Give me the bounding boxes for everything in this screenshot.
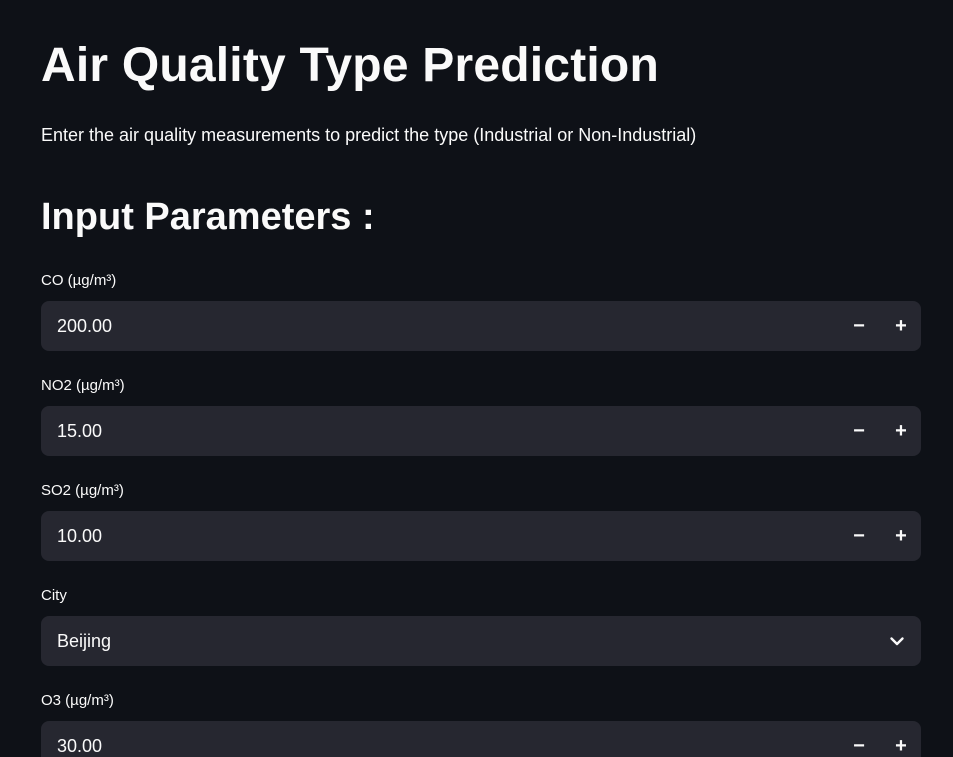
- city-select[interactable]: Beijing: [41, 616, 921, 666]
- chevron-down-icon[interactable]: [887, 631, 907, 651]
- o3-field: O3 (µg/m³) 30.00 − +: [41, 691, 921, 757]
- o3-value[interactable]: 30.00: [57, 736, 103, 756]
- o3-label: O3 (µg/m³): [41, 692, 114, 709]
- co-increment-button[interactable]: +: [895, 315, 907, 337]
- no2-label: NO2 (µg/m³): [41, 377, 125, 394]
- so2-increment-button[interactable]: +: [895, 525, 907, 547]
- co-field: CO (µg/m³) 200.00 − +: [41, 271, 921, 351]
- no2-number-input[interactable]: 15.00 − +: [41, 406, 921, 456]
- o3-decrement-button[interactable]: −: [853, 735, 865, 757]
- section-heading: Input Parameters :: [41, 196, 375, 238]
- co-number-input[interactable]: 200.00 − +: [41, 301, 921, 351]
- page-title: Air Quality Type Prediction: [41, 39, 659, 92]
- page-subtitle: Enter the air quality measurements to pr…: [41, 125, 697, 145]
- so2-field: SO2 (µg/m³) 10.00 − +: [41, 481, 921, 561]
- co-decrement-button[interactable]: −: [853, 315, 865, 337]
- no2-field: NO2 (µg/m³) 15.00 − +: [41, 376, 921, 456]
- co-label: CO (µg/m³): [41, 272, 117, 289]
- city-label: City: [41, 587, 67, 604]
- o3-increment-button[interactable]: +: [895, 735, 907, 757]
- no2-decrement-button[interactable]: −: [853, 420, 865, 442]
- so2-number-input[interactable]: 10.00 − +: [41, 511, 921, 561]
- city-value[interactable]: Beijing: [57, 631, 112, 651]
- o3-number-input[interactable]: 30.00 − +: [41, 721, 921, 757]
- no2-value[interactable]: 15.00: [57, 421, 103, 441]
- co-value[interactable]: 200.00: [57, 316, 113, 336]
- so2-decrement-button[interactable]: −: [853, 525, 865, 547]
- city-field: City Beijing: [41, 586, 921, 666]
- so2-label: SO2 (µg/m³): [41, 482, 124, 499]
- no2-increment-button[interactable]: +: [895, 420, 907, 442]
- so2-value[interactable]: 10.00: [57, 526, 103, 546]
